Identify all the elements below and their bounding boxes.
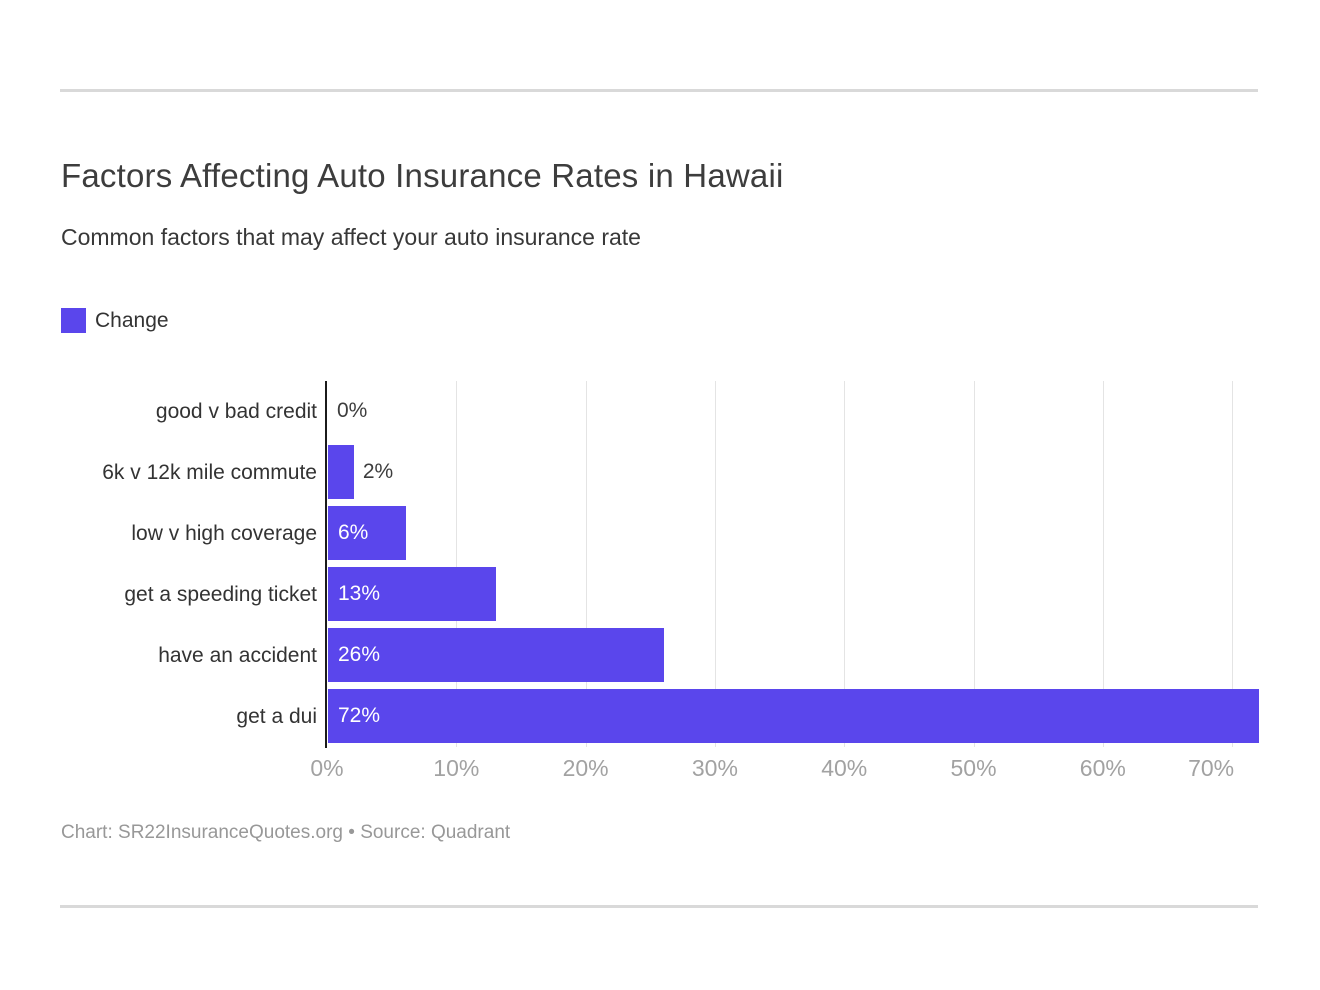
bar-row: 6k v 12k mile commute 2% — [0, 442, 1320, 503]
bar — [328, 689, 1259, 743]
bottom-divider — [60, 905, 1258, 908]
bar-value-label: 13% — [338, 582, 381, 605]
gridline — [456, 381, 458, 747]
category-label: good v bad credit — [155, 400, 317, 423]
gridline — [844, 381, 846, 747]
bar — [328, 628, 665, 682]
bar-value-label: 26% — [338, 643, 381, 666]
x-tick-label: 50% — [950, 755, 997, 781]
bar-row: low v high coverage 6% — [0, 503, 1320, 564]
bar — [328, 567, 497, 621]
category-label: 6k v 12k mile commute — [102, 461, 317, 484]
bar — [328, 445, 354, 499]
bar-row: good v bad credit 0% — [0, 381, 1320, 442]
gridline — [585, 381, 587, 747]
x-tick-label: 70% — [1188, 755, 1235, 781]
x-tick-label: 0% — [310, 755, 344, 781]
top-divider — [60, 89, 1258, 92]
gridline — [973, 381, 975, 747]
gridline — [1232, 381, 1234, 747]
x-tick-label: 10% — [433, 755, 480, 781]
bar — [328, 506, 406, 560]
x-tick-label: 40% — [821, 755, 868, 781]
x-tick-label: 60% — [1079, 755, 1126, 781]
chart-title: Factors Affecting Auto Insurance Rates i… — [61, 157, 784, 194]
category-label: get a dui — [236, 705, 317, 728]
bar-row: have an accident 26% — [0, 625, 1320, 686]
bar-value-label: 2% — [362, 460, 394, 483]
category-label: have an accident — [158, 644, 317, 667]
legend: Change — [61, 308, 169, 333]
chart-subtitle: Common factors that may affect your auto… — [61, 224, 641, 250]
attribution: Chart: SR22InsuranceQuotes.org • Source:… — [61, 822, 511, 843]
bar-value-label: 6% — [338, 521, 369, 544]
legend-swatch — [61, 308, 86, 333]
bar-row: get a dui 72% — [0, 686, 1320, 747]
category-label: low v high coverage — [131, 522, 317, 545]
bar-row: get a speeding ticket 13% — [0, 564, 1320, 625]
bar-value-label: 0% — [337, 399, 368, 422]
category-label: get a speeding ticket — [124, 583, 317, 606]
x-tick-label: 30% — [691, 755, 738, 781]
x-tick-label: 20% — [562, 755, 609, 781]
bar-chart: good v bad credit 0% 6k v 12k mile commute… — [0, 381, 1320, 801]
gridline — [714, 381, 716, 747]
y-axis-line — [325, 381, 327, 748]
gridline — [1102, 381, 1104, 747]
bar-value-label: 72% — [338, 704, 381, 727]
legend-label: Change — [95, 308, 169, 332]
